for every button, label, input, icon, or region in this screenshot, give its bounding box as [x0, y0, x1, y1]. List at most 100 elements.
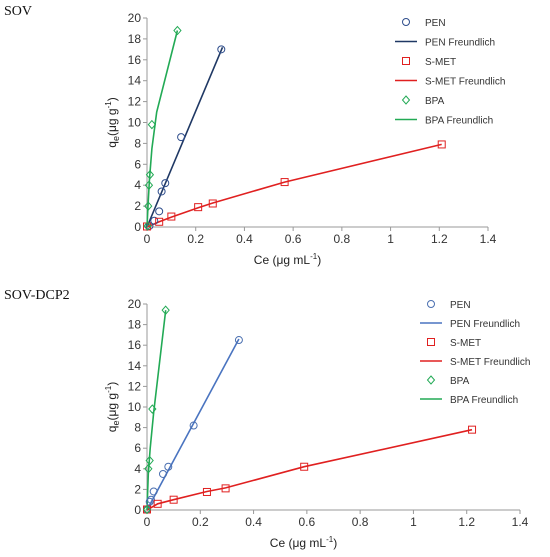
x-tick-label: 0.6 [299, 515, 316, 529]
data-point-pen [149, 487, 158, 496]
legend-label: S-MET Freundlich [425, 77, 505, 88]
x-tick-label: 0.8 [334, 232, 351, 246]
y-axis-title: qe(μg g-1) [104, 97, 121, 147]
x-tick-label: 1.2 [431, 232, 448, 246]
legend-label: S-MET Freundlich [450, 357, 530, 368]
y-tick-label: 0 [134, 503, 141, 517]
data-point-pen [145, 221, 154, 230]
y-tick-label: 0 [134, 220, 141, 234]
data-point-bpa [147, 119, 157, 130]
panel-label-sov: SOV [4, 4, 33, 19]
legend-label: BPA [450, 376, 470, 387]
data-point-pen [177, 133, 186, 142]
legend-label: BPA [425, 96, 445, 107]
data-point-s-met [437, 140, 446, 149]
y-tick-label: 6 [134, 441, 141, 455]
y-tick-label: 14 [128, 359, 142, 373]
data-point-pen [164, 462, 173, 471]
data-point-pen [157, 187, 166, 196]
y-tick-label: 18 [128, 318, 142, 332]
legend-marker [402, 18, 410, 26]
y-tick-label: 18 [128, 32, 142, 46]
panel-label-sov-dcp2: SOV-DCP2 [4, 288, 70, 303]
data-point-pen [217, 45, 226, 54]
data-point-bpa [173, 25, 182, 36]
data-point-s-met [194, 203, 203, 212]
x-tick-label: 1.4 [480, 232, 497, 246]
data-point-s-met [167, 212, 176, 221]
data-point-bpa [145, 169, 155, 180]
y-tick-label: 14 [128, 74, 142, 88]
x-tick-label: 0.6 [285, 232, 302, 246]
legend-marker [427, 300, 435, 308]
y-tick-label: 16 [128, 53, 142, 67]
data-point-s-met [221, 484, 230, 493]
legend-label: BPA Freundlich [425, 116, 493, 127]
data-point-pen [189, 421, 198, 430]
data-point-pen [145, 497, 154, 506]
x-tick-label: 0.2 [192, 515, 209, 529]
legend-marker [401, 95, 411, 105]
series-line-s-met-freundlich [146, 428, 473, 511]
chart-sov: 0 2 4 6 8 10 12 14 16 18 20 0 0.2 0.4 0.6 0.8 1 1.2 1.4 Ce … [104, 11, 505, 267]
y-tick-label: 16 [128, 338, 142, 352]
y-tick-label: 12 [128, 379, 142, 393]
data-point-bpa [148, 404, 157, 414]
y-tick-label: 20 [128, 297, 142, 311]
y-tick-label: 2 [134, 482, 141, 496]
x-tick-label: 1 [387, 232, 394, 246]
data-point-s-met [300, 462, 309, 471]
x-axis-title: Ce (μg mL-1) [254, 252, 321, 267]
chart-sov-dcp2: 0 2 4 6 8 10 12 14 16 18 20 0 0.2 0.4 0.6 0.8 1 1.2 1.4 Ce … [104, 297, 530, 550]
data-point-bpa [142, 504, 152, 515]
y-tick-label: 12 [128, 95, 142, 109]
data-point-pen [161, 179, 170, 188]
x-tick-label: 0 [144, 515, 151, 529]
y-tick-label: 6 [134, 157, 141, 171]
series-line-bpa-freundlich [146, 310, 167, 511]
y-tick-label: 2 [134, 199, 141, 213]
data-point-bpa [143, 221, 152, 231]
data-point-bpa [144, 464, 153, 474]
data-point-s-met [153, 499, 162, 508]
legend-marker [427, 338, 435, 346]
x-axis-title: Ce (μg mL-1) [270, 535, 337, 550]
x-tick-label: 1 [410, 515, 417, 529]
legend-marker [426, 375, 436, 385]
y-axis-title: qe(μg g-1) [104, 382, 121, 432]
data-point-pen [155, 207, 164, 216]
y-tick-label: 10 [128, 400, 142, 414]
data-point-pen [146, 495, 155, 504]
y-tick-label: 20 [128, 11, 142, 25]
series-line-pen-freundlich [146, 338, 240, 511]
legend-label: PEN [450, 300, 471, 311]
x-tick-label: 0.4 [245, 515, 262, 529]
legend-label: PEN Freundlich [450, 319, 520, 330]
data-point-s-met [280, 178, 289, 187]
series-line-s-met-freundlich [146, 143, 442, 228]
x-tick-label: 0 [144, 232, 151, 246]
data-point-pen [158, 469, 167, 478]
y-tick-label: 10 [128, 116, 142, 130]
data-point-s-met [169, 495, 178, 504]
x-tick-label: 0.2 [187, 232, 204, 246]
data-point-bpa [145, 455, 154, 466]
legend-label: PEN Freundlich [425, 38, 495, 49]
legend-label: PEN [425, 18, 446, 29]
data-point-bpa [144, 201, 153, 211]
y-tick-label: 4 [134, 178, 141, 192]
y-tick-label: 4 [134, 462, 141, 476]
y-tick-label: 8 [134, 421, 141, 435]
x-tick-label: 1.2 [458, 515, 475, 529]
legend-label: BPA Freundlich [450, 395, 518, 406]
data-point-pen [234, 336, 243, 345]
data-point-pen [150, 216, 159, 225]
data-point-s-met [468, 425, 477, 434]
x-tick-label: 1.4 [512, 515, 529, 529]
y-tick-label: 8 [134, 136, 141, 150]
x-tick-label: 0.4 [236, 232, 253, 246]
legend-label: S-MET [425, 57, 456, 68]
data-point-s-met [208, 199, 217, 208]
data-point-bpa [144, 180, 154, 190]
data-point-s-met [155, 217, 164, 226]
